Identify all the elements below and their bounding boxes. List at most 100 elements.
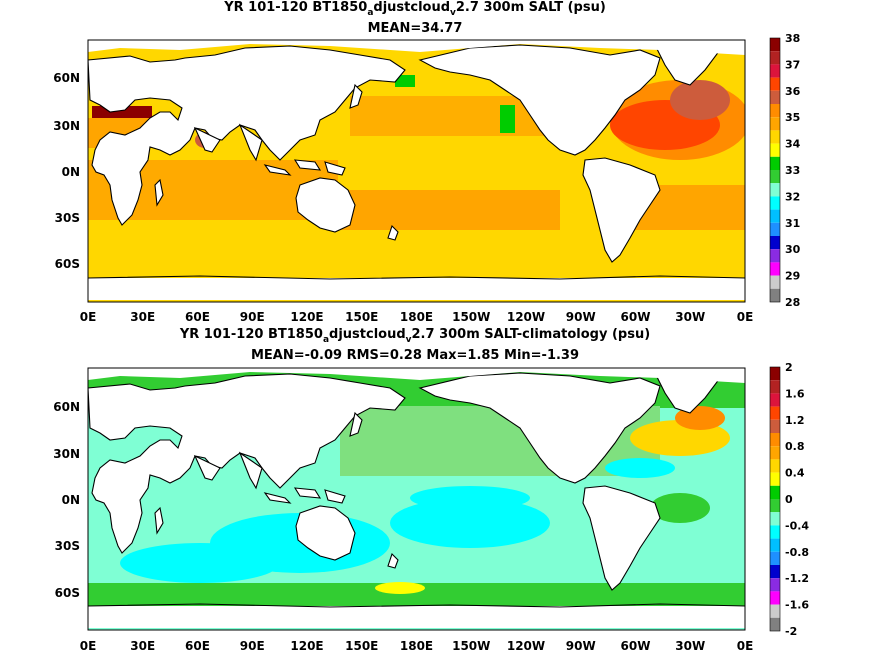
colorbar-swatch (770, 525, 780, 539)
lon-label: 0E (80, 310, 97, 324)
colorbar-swatch (770, 380, 780, 394)
lon-label: 0E (737, 310, 754, 324)
lon-label: 150E (345, 310, 378, 324)
lon-label: 30W (675, 310, 705, 324)
colorbar-swatch (770, 170, 780, 184)
lon-label: 150W (452, 310, 490, 324)
colorbar-label: 35 (785, 111, 800, 124)
colorbar-swatch (770, 367, 780, 381)
panel1-title: YR 101-120 BT1850adjustcloudv2.7 300m SA… (224, 0, 606, 18)
panel2-stats: MEAN=-0.09 RMS=0.28 Max=1.85 Min=-1.39 (250, 348, 580, 363)
lat-label: 60S (55, 257, 80, 271)
lon-label: 60W (621, 639, 651, 653)
colorbar-label: 33 (785, 164, 800, 177)
colorbar-swatch (770, 406, 780, 420)
colorbar-swatch (770, 393, 780, 407)
lon-label: 120W (507, 639, 545, 653)
colorbar-swatch (770, 604, 780, 618)
colorbar-label: 28 (785, 296, 800, 309)
lat-label: 60N (53, 71, 80, 85)
colorbar-swatch (770, 485, 780, 499)
colorbar-label: 0 (785, 493, 793, 506)
colorbar-swatch (770, 130, 780, 144)
colorbar-swatch (770, 77, 780, 91)
panel2-map (87, 367, 746, 631)
colorbar-label: 1.6 (785, 387, 805, 400)
lon-label: 180E (400, 639, 433, 653)
lat-label: 0N (62, 165, 80, 179)
colorbar-swatch (770, 156, 780, 170)
panel2-colorbar: 2 1.6 1.2 0.8 0.4 0 -0.4 -0.8 -1.2 -1.6 -2 (769, 361, 809, 638)
lat-label: 30S (55, 539, 80, 553)
colorbar-swatch (770, 249, 780, 263)
colorbar-label: -0.4 (785, 519, 809, 532)
colorbar-swatch (770, 459, 780, 473)
lon-label: 180E (400, 310, 433, 324)
panel2-lon-labels: 0E 30E 60E 90E 120E 150E 180E 150W 120W 90W 60W 30W… (80, 639, 754, 653)
panel1-map (87, 39, 746, 303)
lon-label: 90E (240, 639, 265, 653)
colorbar-swatch (770, 499, 780, 513)
lon-label: 30E (130, 310, 155, 324)
lat-label: 60S (55, 586, 80, 600)
colorbar-swatch (770, 565, 780, 579)
lat-label: 30S (55, 211, 80, 225)
colorbar-swatch (770, 538, 780, 552)
colorbar-swatch (770, 275, 780, 289)
colorbar-label: 37 (785, 58, 800, 71)
lon-label: 120W (507, 310, 545, 324)
panel2-title: YR 101-120 BT1850adjustcloudv2.7 300m SA… (179, 327, 651, 345)
lat-label: 30N (53, 447, 80, 461)
panel1-lat-labels: 60N 30N 0N 30S 60S (53, 71, 80, 271)
lon-label: 120E (290, 639, 323, 653)
lon-label: 90W (566, 639, 596, 653)
colorbar-swatch (770, 196, 780, 210)
lon-label: 90E (240, 310, 265, 324)
colorbar-frame (769, 37, 781, 303)
colorbar-swatch (770, 512, 780, 526)
lon-label: 90W (566, 310, 596, 324)
colorbar-label: -2 (785, 625, 797, 638)
colorbar-label: 31 (785, 217, 800, 230)
lon-label: 0E (737, 639, 754, 653)
lon-label: 120E (290, 310, 323, 324)
colorbar-swatch (770, 288, 780, 302)
panel2-lat-labels: 60N 30N 0N 30S 60S (53, 400, 80, 600)
lat-label: 0N (62, 493, 80, 507)
lat-label: 30N (53, 119, 80, 133)
lon-label: 60E (185, 310, 210, 324)
colorbar-swatch (770, 183, 780, 197)
lon-label: 30E (130, 639, 155, 653)
lon-label: 30W (675, 639, 705, 653)
colorbar-swatch (770, 617, 780, 631)
lon-label: 150W (452, 639, 490, 653)
colorbar-swatch (770, 64, 780, 78)
lon-label: 150E (345, 639, 378, 653)
colorbar-swatch (770, 117, 780, 131)
colorbar-swatch (770, 51, 780, 65)
colorbar-swatch (770, 551, 780, 565)
colorbar-label: 34 (785, 138, 801, 151)
panel1-lon-labels: 0E 30E 60E 90E 120E 150E 180E 150W 120W 90W 60W 30W… (80, 310, 754, 324)
lon-label: 0E (80, 639, 97, 653)
lat-label: 60N (53, 400, 80, 414)
colorbar-swatch (770, 143, 780, 157)
colorbar-swatch (770, 104, 780, 118)
colorbar-swatch (770, 472, 780, 486)
colorbar-swatch (770, 38, 780, 52)
colorbar-swatch (770, 419, 780, 433)
panel1-stats: MEAN=34.77 (367, 21, 463, 36)
colorbar-label: 36 (785, 85, 801, 98)
lon-label: 60W (621, 310, 651, 324)
panel1-colorbar: 38 37 36 35 34 33 32 31 30 29 28 (769, 32, 801, 309)
colorbar-swatch (770, 90, 780, 104)
colorbar-label: 2 (785, 361, 793, 374)
colorbar-label: -1.2 (785, 572, 809, 585)
colorbar-swatch (770, 262, 780, 276)
colorbar-frame (769, 366, 781, 632)
colorbar-label: 0.8 (785, 440, 805, 453)
colorbar-label: -0.8 (785, 546, 809, 559)
colorbar-swatch (770, 236, 780, 250)
colorbar-label: 0.4 (785, 467, 805, 480)
